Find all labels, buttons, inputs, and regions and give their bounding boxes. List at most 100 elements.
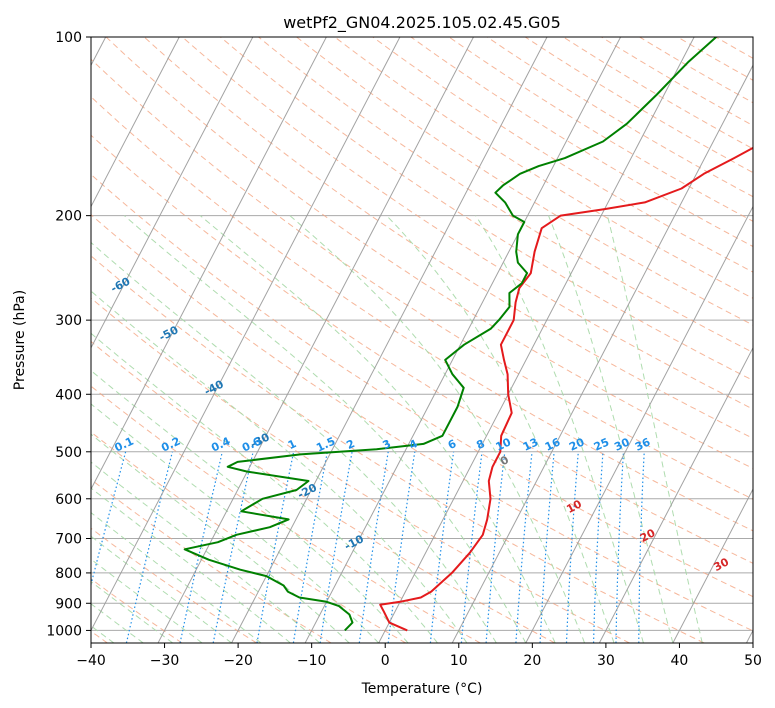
mixing-ratio-label: 10 (494, 435, 514, 453)
dry-adiabat-line (91, 255, 705, 643)
isotherm-line (231, 37, 548, 643)
moist-adiabats (91, 215, 703, 643)
moist-adiabat-line (91, 403, 380, 643)
y-tick-label: 300 (55, 313, 82, 329)
dry-adiabat-line (91, 134, 753, 564)
dry-adiabat-line (91, 96, 753, 532)
x-tick-label: 30 (597, 653, 615, 669)
isotherm-label: 0 (498, 453, 511, 468)
mixing-ratio-line (256, 451, 295, 643)
moist-adiabat-line (289, 215, 586, 643)
mixing-ratio-line (292, 451, 328, 643)
y-tick-label: 900 (55, 596, 82, 612)
grid-labels: -100-90-80-70-60-50-40-30-20-10010203040… (13, 175, 732, 574)
x-tick-label: 50 (744, 653, 762, 669)
moist-adiabat-line (91, 603, 144, 643)
y-tick-label: 100 (55, 30, 82, 46)
mixing-ratio-line (638, 451, 645, 643)
dry-adiabats (91, 37, 775, 643)
mixing-ratio-line (460, 451, 483, 643)
mixing-ratio-line (592, 451, 604, 643)
isotherm-label: -70 (60, 227, 84, 248)
y-tick-label: 500 (55, 445, 82, 461)
mixing-ratio-line (539, 451, 555, 643)
mixing-ratio-label: 25 (592, 436, 611, 454)
isotherm-label: 10 (564, 497, 584, 516)
isotherm-line (157, 37, 474, 643)
x-tick-label: −20 (223, 653, 253, 669)
dry-adiabat-line (91, 173, 753, 598)
dry-adiabat-line (181, 37, 753, 410)
moist-adiabat-line (548, 215, 674, 643)
dry-adiabat-line (258, 37, 753, 354)
mixing-ratio-line (179, 451, 223, 643)
isobar-grid (91, 37, 753, 631)
dry-adiabat-line (91, 385, 481, 643)
isotherm-line (525, 205, 753, 643)
y-axis: 100 200 300 400 500 600 700 800 900 1000 (46, 30, 91, 639)
mixing-ratio-label: 6 (446, 437, 459, 452)
moist-adiabat-line (475, 215, 644, 643)
isotherm-line (91, 37, 180, 208)
dry-adiabat-line (91, 527, 257, 643)
dry-adiabat-line (91, 578, 183, 643)
y-tick-label: 700 (55, 532, 82, 548)
temperature-line (379, 146, 753, 632)
moist-adiabat-line (91, 581, 173, 643)
moist-adiabat-line (606, 215, 703, 643)
dry-adiabat-line (677, 37, 753, 81)
isotherm-label: -80 (13, 175, 37, 196)
mixing-ratio-label: 30 (612, 435, 632, 453)
moist-adiabat-line (91, 241, 497, 643)
mixing-ratio-line (358, 451, 389, 643)
y-tick-label: 400 (55, 387, 82, 403)
moist-adiabat-line (91, 512, 262, 643)
dry-adiabat-line (715, 37, 753, 59)
moist-adiabat-line (91, 433, 350, 643)
chart-title: wetPf2_GN04.2025.105.02.45.G05 (283, 13, 561, 33)
moist-adiabat-line (91, 369, 409, 643)
dry-adiabat-line (334, 37, 753, 299)
dry-adiabat-line (448, 37, 753, 222)
mixing-ratio-line (387, 451, 416, 643)
x-axis: −40 −30 −20 −10 0 10 20 30 40 50 (76, 643, 762, 669)
mixing-ratio-lines (91, 451, 645, 643)
moist-adiabat-line (386, 215, 615, 643)
mixing-ratio-line (565, 451, 579, 643)
x-tick-label: 0 (381, 653, 390, 669)
isotherm-label: -40 (202, 377, 226, 398)
isotherm-line (378, 37, 695, 643)
x-tick-label: 40 (671, 653, 689, 669)
mixing-ratio-line (212, 451, 254, 643)
moist-adiabat-line (91, 487, 291, 643)
y-axis-label: Pressure (hPa) (12, 290, 28, 390)
mixing-ratio-line (91, 451, 127, 587)
isotherm-line (91, 37, 254, 349)
mixing-ratio-label: 16 (543, 435, 563, 453)
dry-adiabat-line (754, 37, 775, 643)
x-tick-label: −30 (150, 653, 180, 669)
isotherm-line (451, 64, 753, 643)
x-tick-label: −10 (297, 653, 327, 669)
dry-adiabat-line (220, 37, 753, 382)
dry-adiabat-line (91, 431, 407, 643)
x-tick-label: 10 (450, 653, 468, 669)
isotherm-label: -60 (109, 275, 133, 296)
isotherm-label: 30 (711, 555, 731, 574)
dry-adiabat-line (91, 297, 630, 643)
profile-series (183, 37, 753, 632)
dry-adiabat-line (524, 37, 753, 174)
isotherm-grid (91, 37, 753, 643)
mixing-ratio-label: 1 (286, 437, 298, 452)
mixing-ratio-line (615, 451, 625, 643)
isotherm-label: 20 (638, 526, 658, 545)
dry-adiabat-line (91, 213, 753, 632)
moist-adiabat-line (123, 215, 527, 643)
dry-adiabat-line (639, 37, 753, 104)
isotherm-line (746, 629, 753, 643)
x-tick-label: 20 (523, 653, 541, 669)
y-tick-label: 600 (55, 492, 82, 508)
mixing-ratio-line (125, 451, 173, 643)
moist-adiabat-line (91, 558, 203, 643)
